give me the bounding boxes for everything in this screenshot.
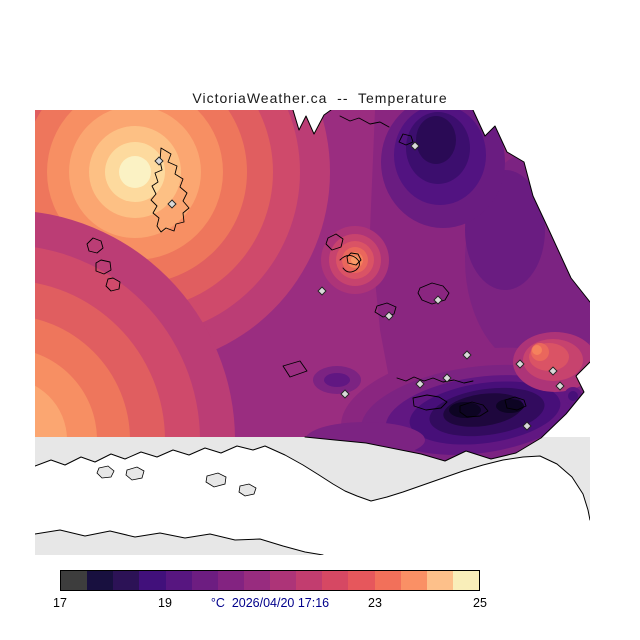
- page-title: VictoriaWeather.ca -- Temperature: [192, 90, 448, 106]
- temperature-map: [35, 110, 590, 555]
- field-top-notch-coastline: [292, 110, 332, 135]
- colorbar-tick-label: 17: [53, 596, 67, 610]
- colorbar-segment: [191, 571, 218, 590]
- lake: [125, 466, 145, 481]
- station-marker: [317, 286, 327, 296]
- station-marker: [167, 199, 177, 209]
- lake: [205, 472, 227, 488]
- east-coastline: [472, 110, 590, 303]
- colorbar-segment: [61, 571, 88, 590]
- colorbar-segment: [113, 571, 140, 590]
- south-lower-coastline: [35, 529, 324, 555]
- station-marker: [384, 311, 394, 321]
- map-svg: [35, 110, 590, 555]
- south-coastline: [35, 445, 590, 521]
- station-marker: [154, 156, 164, 166]
- lake: [96, 465, 115, 479]
- colorbar-tick-label: 19: [158, 596, 172, 610]
- inner-coastlines: [86, 115, 527, 418]
- colorbar-tick-label: 25: [473, 596, 487, 610]
- southeast-coastline: [304, 361, 590, 462]
- colorbar-segment: [217, 571, 244, 590]
- station-markers: [154, 141, 565, 431]
- colorbar-segment: [243, 571, 270, 590]
- station-marker: [410, 141, 420, 151]
- colorbar-segment: [452, 571, 479, 590]
- colorbar-tick-label: 23: [368, 596, 382, 610]
- colorbar-segment: [426, 571, 453, 590]
- station-marker: [415, 379, 425, 389]
- colorbar-segment: [348, 571, 375, 590]
- colorbar-segment: [374, 571, 401, 590]
- lake: [238, 483, 257, 497]
- colorbar-segment: [322, 571, 349, 590]
- colorbar: 1719212325 °C 2026/04/20 17:16: [53, 570, 487, 610]
- colorbar-segment: [139, 571, 166, 590]
- station-marker: [433, 295, 443, 305]
- colorbar-segment: [165, 571, 192, 590]
- land-region: [35, 446, 590, 555]
- station-marker: [442, 373, 452, 383]
- station-marker: [515, 359, 525, 369]
- temperature-field: [35, 110, 590, 461]
- colorbar-segment: [296, 571, 323, 590]
- station-marker: [555, 381, 565, 391]
- colorbar-segment: [87, 571, 114, 590]
- datetime-label: °C 2026/04/20 17:16: [208, 596, 332, 610]
- colorbar-segment: [400, 571, 427, 590]
- colorbar-segment: [270, 571, 297, 590]
- station-marker: [462, 350, 472, 360]
- station-marker: [340, 389, 350, 399]
- station-marker: [522, 421, 532, 431]
- colorbar-scale: [60, 570, 480, 591]
- station-marker: [548, 366, 558, 376]
